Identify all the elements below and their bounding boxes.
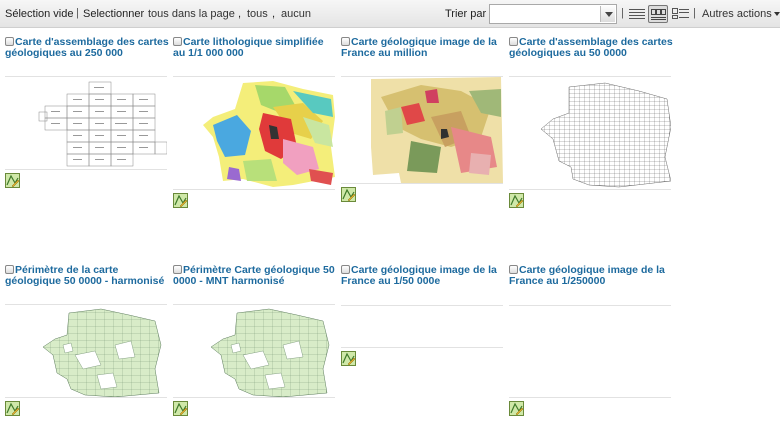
toolbar-separator: |	[76, 7, 79, 19]
toolbar-separator: |	[621, 7, 624, 19]
map-edit-icon[interactable]	[509, 193, 524, 208]
select-checkbox[interactable]	[5, 37, 14, 46]
list-view-icon	[629, 9, 645, 19]
result-title: Carte d'assemblage des cartes géologique…	[5, 36, 169, 59]
thumbnail-lithologique[interactable]	[173, 76, 335, 190]
france-geology-image-thumbnail	[371, 77, 503, 183]
sort-select[interactable]	[489, 4, 617, 24]
thumbnail-geomillion[interactable]	[341, 76, 503, 184]
result-title-link[interactable]: Carte géologique image de la France au 1…	[509, 265, 673, 287]
france-geology-map-thumbnail	[203, 81, 335, 187]
thumbnail-assemblage-50[interactable]	[509, 76, 671, 190]
sort-label: Trier par	[445, 8, 487, 20]
result-title-link[interactable]: Carte géologique image de la France au 1…	[341, 265, 505, 287]
grid-view-icon	[651, 9, 666, 20]
map-edit-icon[interactable]	[173, 193, 188, 208]
grid-map-thumbnail	[540, 82, 671, 188]
select-checkbox[interactable]	[173, 265, 182, 274]
result-title: Carte géologique image de la France au 1…	[341, 264, 497, 287]
result-title: Périmètre de la carte géologique 50 0000…	[5, 264, 165, 287]
france-perimeter-map-thumbnail	[210, 308, 330, 397]
select-checkbox[interactable]	[509, 265, 518, 274]
grid-map-thumbnail	[38, 81, 167, 167]
grid-view-button[interactable]	[648, 5, 668, 23]
other-actions-label: Autres actions	[702, 8, 772, 20]
select-none-link[interactable]: aucun	[281, 8, 311, 20]
select-checkbox[interactable]	[173, 37, 182, 46]
map-edit-icon[interactable]	[5, 401, 20, 416]
thumbnail-assemblage-250[interactable]	[5, 76, 167, 170]
select-checkbox[interactable]	[341, 37, 350, 46]
result-title: Carte lithologique simplifiée au 1/1 000…	[173, 36, 324, 59]
list-view-button[interactable]	[627, 5, 647, 23]
result-title: Carte géologique image de la France au m…	[341, 36, 497, 59]
france-perimeter-map-thumbnail	[42, 308, 162, 397]
thumbnail-empty[interactable]	[341, 305, 503, 348]
map-edit-icon[interactable]	[173, 401, 188, 416]
comma-separator: ,	[238, 8, 242, 20]
select-label: Selectionner	[83, 8, 145, 20]
result-title: Carte géologique image de la France au 1…	[509, 264, 665, 287]
result-title-link[interactable]: Carte d'assemblage des cartes géologique…	[5, 37, 169, 59]
detail-view-icon	[672, 8, 689, 19]
map-edit-icon[interactable]	[341, 187, 356, 202]
result-title-link[interactable]: Périmètre de la carte géologique 50 0000…	[5, 265, 169, 287]
comma-separator: ,	[272, 8, 276, 20]
thumbnail-perimetre[interactable]	[5, 304, 167, 398]
result-title: Périmètre Carte géologique 50 0000 - MNT…	[173, 264, 335, 287]
map-edit-icon[interactable]	[5, 173, 20, 188]
result-title-link[interactable]: Périmètre Carte géologique 50 0000 - MNT…	[173, 265, 337, 287]
result-title-link[interactable]: Carte lithologique simplifiée au 1/1 000…	[173, 37, 337, 59]
toolbar-separator: |	[693, 7, 696, 19]
thumbnail-perimetre-mnt[interactable]	[173, 304, 335, 398]
map-edit-icon[interactable]	[509, 401, 524, 416]
chevron-down-icon[interactable]	[600, 6, 615, 22]
select-all-in-page-link[interactable]: tous dans la page	[148, 8, 235, 20]
select-checkbox[interactable]	[5, 265, 14, 274]
caret-down-icon	[773, 12, 780, 17]
map-edit-icon[interactable]	[341, 351, 356, 366]
other-actions-menu[interactable]: Autres actions	[702, 8, 780, 20]
select-checkbox[interactable]	[509, 37, 518, 46]
result-title-link[interactable]: Carte d'assemblage des cartes géologique…	[509, 37, 673, 59]
result-title-link[interactable]: Carte géologique image de la France au m…	[341, 37, 505, 59]
select-all-link[interactable]: tous	[247, 8, 268, 20]
selection-status: Sélection vide	[5, 8, 74, 20]
result-title: Carte d'assemblage des cartes géologique…	[509, 36, 673, 59]
results-toolbar: Sélection vide | Selectionner tous dans …	[0, 0, 780, 28]
select-checkbox[interactable]	[341, 265, 350, 274]
detail-view-button[interactable]	[670, 5, 690, 23]
thumbnail-empty[interactable]	[509, 305, 671, 398]
